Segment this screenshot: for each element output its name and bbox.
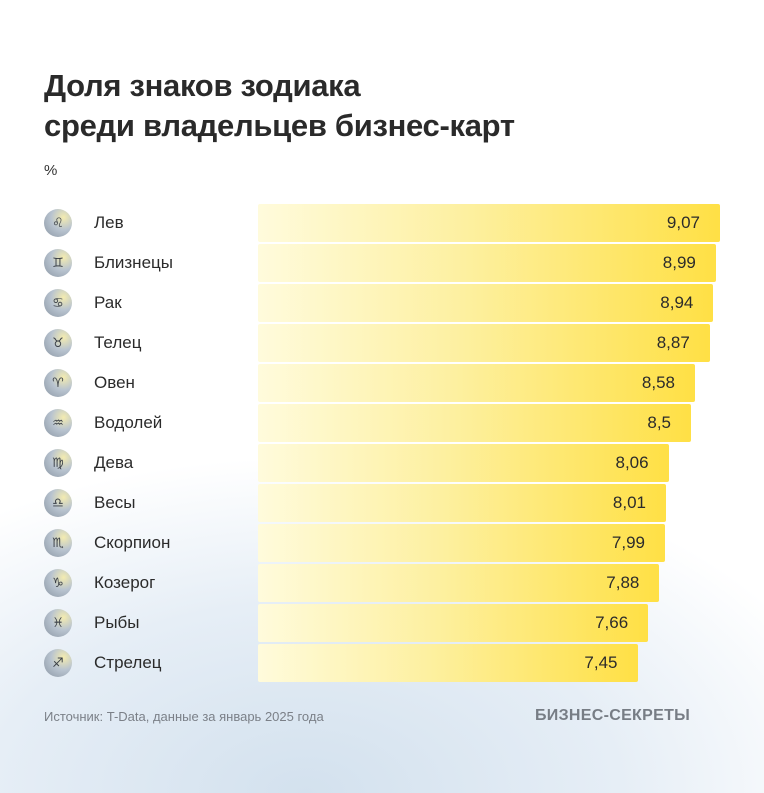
value-label: 8,99 <box>662 253 696 272</box>
bar: 8,01 <box>258 484 666 522</box>
value-label: 7,45 <box>584 653 618 672</box>
title-line-1: Доля знаков зодиака <box>44 68 361 103</box>
value-label: 7,66 <box>595 613 629 632</box>
bar: 7,88 <box>258 564 660 602</box>
bar-row: ♓ Рыбы 7,66 <box>0 604 764 642</box>
value-label: 7,88 <box>606 573 640 592</box>
bar-row: ♒ Водолей 8,5 <box>0 404 764 442</box>
bar: 7,99 <box>258 524 665 562</box>
category-label: Рак <box>94 293 122 312</box>
category-label: Весы <box>94 493 136 512</box>
bar: 7,66 <box>258 604 649 642</box>
source-note: Источник: T-Data, данные за январь 2025 … <box>44 709 324 724</box>
bar-row: ♑ Козерог 7,88 <box>0 564 764 602</box>
zodiac-icon: ♓ <box>44 609 72 637</box>
category-label: Овен <box>94 373 135 392</box>
value-label: 8,06 <box>615 453 649 472</box>
bar-row: ♍ Дева 8,06 <box>0 444 764 482</box>
zodiac-icon: ♑ <box>44 569 72 597</box>
category-label: Лев <box>94 213 124 232</box>
bar: 8,99 <box>258 244 716 282</box>
value-label: 8,01 <box>612 493 646 512</box>
bar: 8,87 <box>258 324 710 362</box>
bar: 7,45 <box>258 644 638 682</box>
zodiac-icon: ♍ <box>44 449 72 477</box>
bar-row: ♎ Весы 8,01 <box>0 484 764 522</box>
category-label: Стрелец <box>94 653 162 672</box>
bar: 8,94 <box>258 284 714 322</box>
zodiac-icon: ♉ <box>44 329 72 357</box>
bar: 9,07 <box>258 204 720 242</box>
bar-row: ♌ Лев 9,07 <box>0 204 764 242</box>
bar-row: ♋ Рак 8,94 <box>0 284 764 322</box>
category-label: Телец <box>94 333 142 352</box>
bar-row: ♏ Скорпион 7,99 <box>0 524 764 562</box>
bar-row: ♈ Овен 8,58 <box>0 364 764 402</box>
value-label: 8,5 <box>647 413 671 432</box>
bar-row: ♊ Близнецы 8,99 <box>0 244 764 282</box>
value-label: 8,94 <box>660 293 694 312</box>
zodiac-icon: ♌ <box>44 209 72 237</box>
zodiac-icon: ♐ <box>44 649 72 677</box>
value-label: 9,07 <box>666 213 700 232</box>
category-label: Рыбы <box>94 613 140 632</box>
zodiac-icon: ♋ <box>44 289 72 317</box>
chart-title: Доля знаков зодиака среди владельцев бизн… <box>44 66 515 146</box>
bar: 8,06 <box>258 444 669 482</box>
zodiac-icon: ♊ <box>44 249 72 277</box>
value-label: 8,87 <box>656 333 690 352</box>
category-label: Близнецы <box>94 253 173 272</box>
category-label: Водолей <box>94 413 163 432</box>
title-line-2: среди владельцев бизнес-карт <box>44 108 515 143</box>
zodiac-icon: ♏ <box>44 529 72 557</box>
category-label: Дева <box>94 453 134 472</box>
brand-logo: БИЗНЕС-СЕКРЕТЫ <box>535 707 691 724</box>
zodiac-icon: ♈ <box>44 369 72 397</box>
category-label: Скорпион <box>94 533 171 552</box>
value-label: 7,99 <box>611 533 645 552</box>
value-label: 8,58 <box>641 373 675 392</box>
bar-row: ♉ Телец 8,87 <box>0 324 764 362</box>
bar-row: ♐ Стрелец 7,45 <box>0 644 764 682</box>
unit-label: % <box>44 162 58 179</box>
category-label: Козерог <box>94 573 156 592</box>
zodiac-icon: ♎ <box>44 489 72 517</box>
zodiac-icon: ♒ <box>44 409 72 437</box>
bar: 8,5 <box>258 404 691 442</box>
bar: 8,58 <box>258 364 695 402</box>
